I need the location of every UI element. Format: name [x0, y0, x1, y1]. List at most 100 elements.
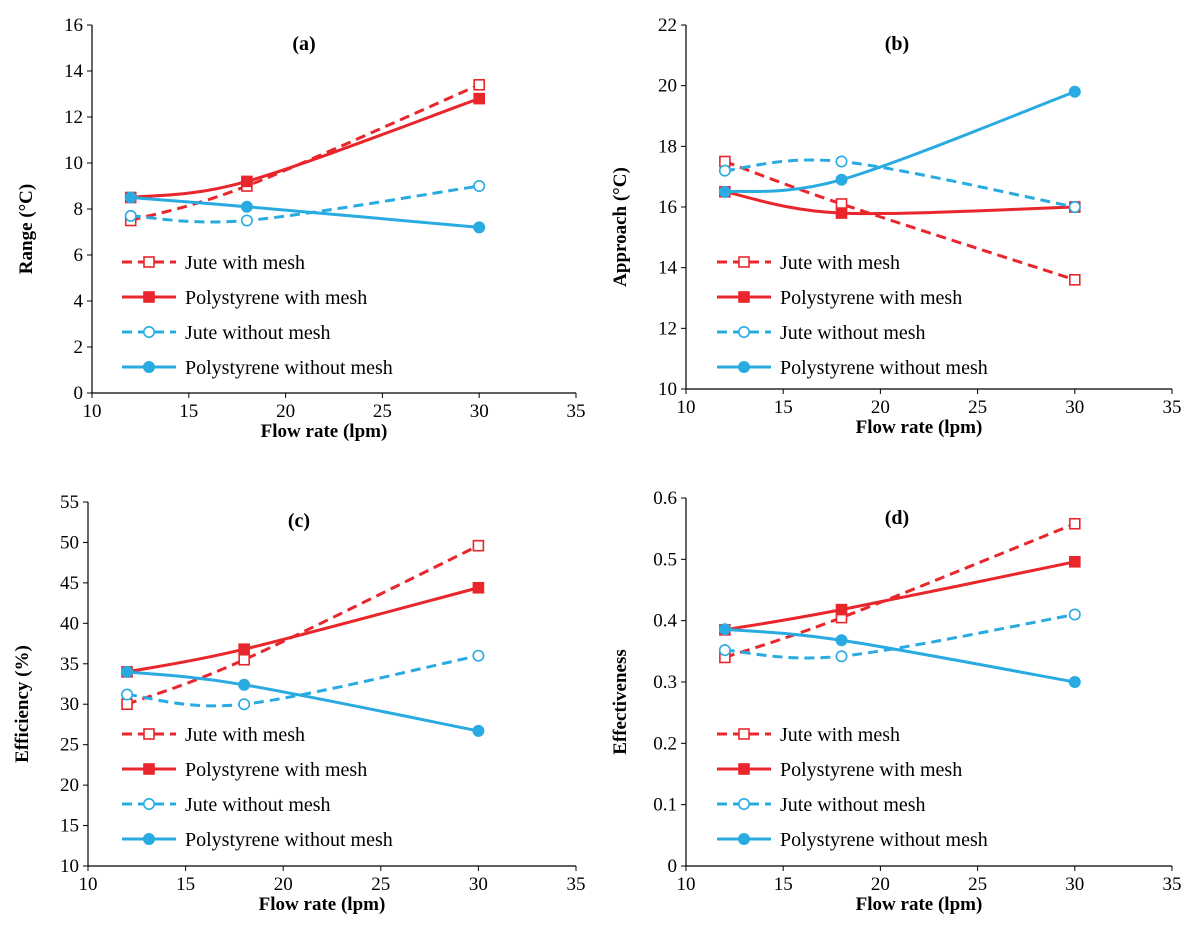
data-point	[473, 92, 486, 105]
legend-marker	[737, 797, 750, 810]
series-jute-without-mesh	[124, 180, 486, 227]
x-axis-label: Flow rate (lpm)	[261, 421, 388, 442]
x-tick-label: 35	[567, 401, 586, 422]
series-line	[724, 90, 1076, 194]
data-point	[718, 185, 731, 198]
y-tick-label: 20	[658, 76, 677, 97]
legend: Jute with mesh Polystyrene with mesh Jute …	[122, 252, 393, 379]
data-point	[472, 539, 485, 552]
data-point	[124, 209, 137, 222]
y-tick-label: 15	[60, 816, 79, 837]
data-point	[835, 155, 848, 168]
x-axis-label: Flow rate (lpm)	[856, 894, 983, 915]
data-point	[835, 634, 848, 647]
series-line	[724, 627, 1076, 684]
data-point	[473, 180, 486, 193]
data-point	[121, 698, 133, 711]
legend-label: Jute with mesh	[185, 252, 305, 274]
y-tick-label: 14	[64, 61, 84, 82]
data-point	[240, 214, 253, 227]
y-tick-label: 10	[60, 856, 79, 877]
x-tick-label: 10	[677, 874, 696, 895]
x-tick-label: 30	[469, 874, 488, 895]
y-tick-label: 0.4	[653, 611, 677, 632]
x-tick-label: 20	[871, 874, 890, 895]
series-polystyrene-without-mesh	[121, 665, 485, 737]
legend-marker	[738, 291, 750, 303]
data-point	[238, 698, 251, 711]
series-line	[724, 160, 1076, 282]
x-tick-label: 15	[774, 874, 793, 895]
y-tick-label: 8	[74, 199, 84, 220]
series-line	[126, 544, 480, 706]
legend-label: Jute without mesh	[780, 322, 926, 344]
data-point	[238, 643, 250, 656]
panel-title: (a)	[292, 33, 315, 55]
series-line	[130, 97, 480, 199]
x-tick-label: 35	[1163, 874, 1182, 895]
panel-b: 10 12 14 16 18 20 22 10 15 20 25 30 35 Flow rate (lpm…	[610, 15, 1182, 438]
series-line	[126, 654, 479, 708]
series-polystyrene-without-mesh	[124, 191, 486, 234]
legend: Jute with mesh Polystyrene with mesh Jute …	[717, 252, 988, 379]
legend-label: Polystyrene without mesh	[185, 829, 393, 851]
y-tick-label: 10	[64, 153, 83, 174]
data-point	[1069, 273, 1081, 286]
data-point	[835, 173, 848, 186]
x-tick-label: 25	[371, 874, 390, 895]
x-tick-label: 10	[79, 874, 98, 895]
y-tick-label: 0.3	[653, 672, 677, 693]
x-tick-label: 20	[871, 397, 890, 418]
x-tick-label: 10	[83, 401, 102, 422]
legend-marker	[738, 728, 750, 740]
x-tick-label: 25	[373, 401, 392, 422]
y-tick-label: 12	[64, 107, 83, 128]
y-tick-label: 4	[74, 291, 84, 312]
series-polystyrene-without-mesh	[718, 623, 1081, 688]
legend-marker	[143, 832, 156, 845]
data-point	[472, 581, 485, 594]
data-point	[1069, 555, 1081, 568]
legend-label: Polystyrene without mesh	[185, 357, 393, 379]
data-point	[718, 164, 731, 177]
data-point	[1068, 201, 1081, 214]
legend-label: Jute without mesh	[185, 322, 331, 344]
series-line	[724, 560, 1076, 632]
legend-marker	[738, 763, 750, 775]
series-jute-with-mesh	[121, 539, 485, 711]
y-tick-label: 0	[668, 856, 678, 877]
data-point	[121, 688, 134, 701]
data-point	[1068, 85, 1081, 98]
data-point	[1068, 608, 1081, 621]
legend-label: Polystyrene with mesh	[185, 287, 367, 309]
x-axis-label: Flow rate (lpm)	[856, 417, 983, 438]
legend-label: Jute with mesh	[780, 252, 900, 274]
series-polystyrene-with-mesh	[121, 581, 485, 678]
series-polystyrene-with-mesh	[124, 92, 486, 204]
legend-label: Polystyrene with mesh	[185, 759, 367, 781]
y-tick-label: 18	[658, 136, 677, 157]
series-line	[130, 83, 480, 222]
series-line	[724, 158, 1076, 209]
legend-marker	[143, 728, 155, 740]
y-tick-label: 6	[74, 245, 84, 266]
data-point	[472, 649, 485, 662]
data-point	[124, 191, 137, 204]
series-line	[130, 184, 480, 224]
x-axis-label: Flow rate (lpm)	[259, 894, 386, 915]
legend-label: Jute with mesh	[780, 724, 900, 746]
data-point	[240, 200, 253, 213]
series-line	[724, 613, 1076, 660]
y-tick-label: 20	[60, 775, 79, 796]
panel-a: 0 2 4 6 8 10 12 14 16 10 15 20 25 30 35 Flow rate (lpm)…	[16, 15, 586, 442]
y-axis-label: Efficiency (%)	[12, 645, 33, 763]
series-jute-without-mesh	[718, 155, 1081, 214]
x-tick-label: 30	[1065, 397, 1084, 418]
series-line	[130, 196, 480, 229]
panel-d: 0 0.1 0.2 0.3 0.4 0.5 0.6 10 15 20 25 30 35 Flow rate…	[610, 488, 1182, 915]
legend-marker	[737, 360, 750, 373]
data-point	[1069, 517, 1081, 530]
data-point	[472, 724, 485, 737]
legend-label: Polystyrene with mesh	[780, 287, 962, 309]
